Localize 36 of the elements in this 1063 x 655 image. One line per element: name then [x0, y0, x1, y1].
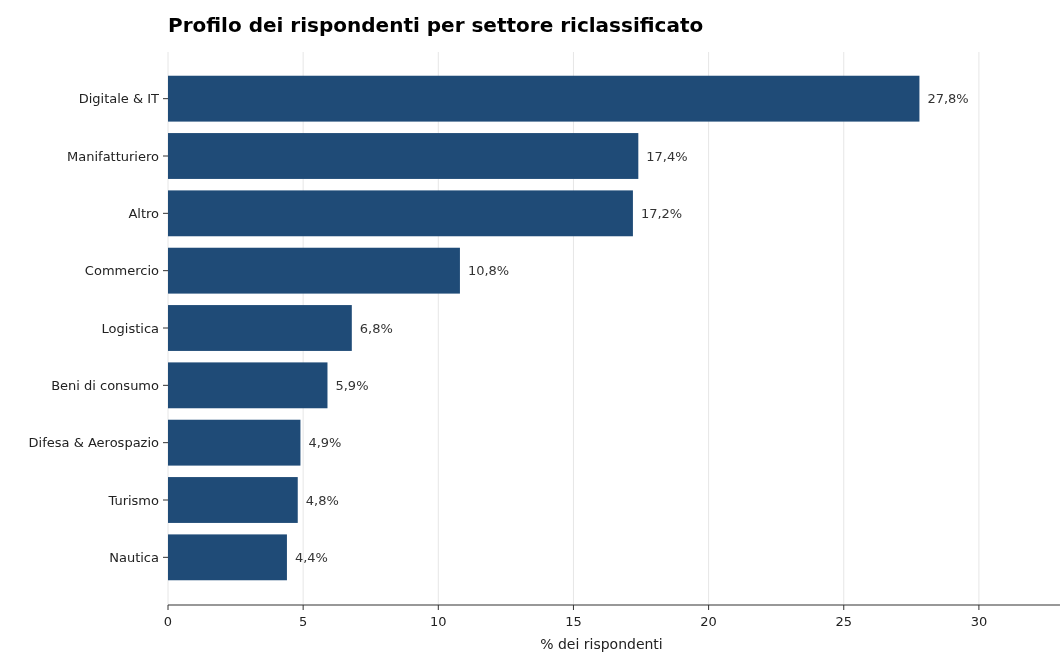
data-label: 17,4% — [646, 148, 688, 164]
data-label: 4,4% — [294, 549, 328, 565]
x-tick-label: 25 — [835, 614, 853, 629]
y-tick-label: Logistica — [101, 320, 159, 336]
bar — [168, 190, 633, 237]
data-label: 4,8% — [305, 492, 339, 508]
bar — [168, 305, 352, 351]
x-axis-title: % dei rispondenti — [540, 636, 663, 652]
y-tick-label: Difesa & Aerospazio — [28, 435, 160, 451]
data-label: 27,8% — [927, 91, 969, 107]
bar — [168, 75, 920, 122]
y-tick-label: Beni di consumo — [51, 377, 160, 393]
bar — [168, 534, 287, 581]
bar — [168, 133, 639, 179]
x-tick-label: 15 — [565, 614, 582, 629]
x-tick-label: 30 — [970, 614, 988, 629]
chart-title: Profilo dei rispondenti per settore riclassificato — [168, 13, 704, 37]
data-label: 4,9% — [308, 435, 342, 451]
bar — [168, 247, 460, 294]
x-tick-label: 10 — [430, 614, 447, 629]
y-tick-label: Nautica — [109, 549, 159, 565]
bar — [168, 419, 301, 466]
data-label: 6,8% — [359, 320, 393, 336]
y-tick-label: Turismo — [107, 492, 160, 508]
x-tick-label: 5 — [299, 614, 308, 629]
y-tick-label: Commercio — [84, 263, 160, 279]
bar — [168, 477, 298, 523]
data-label: 17,2% — [640, 205, 683, 221]
y-tick-label: Digitale & IT — [78, 91, 160, 107]
bar — [168, 362, 328, 409]
x-tick-label: 20 — [700, 614, 717, 629]
data-label: 10,8% — [467, 263, 510, 279]
data-label: 5,9% — [335, 377, 369, 393]
x-tick-label: 0 — [163, 614, 173, 629]
y-tick-label: Altro — [128, 205, 160, 221]
y-tick-label: Manifatturiero — [67, 148, 160, 164]
